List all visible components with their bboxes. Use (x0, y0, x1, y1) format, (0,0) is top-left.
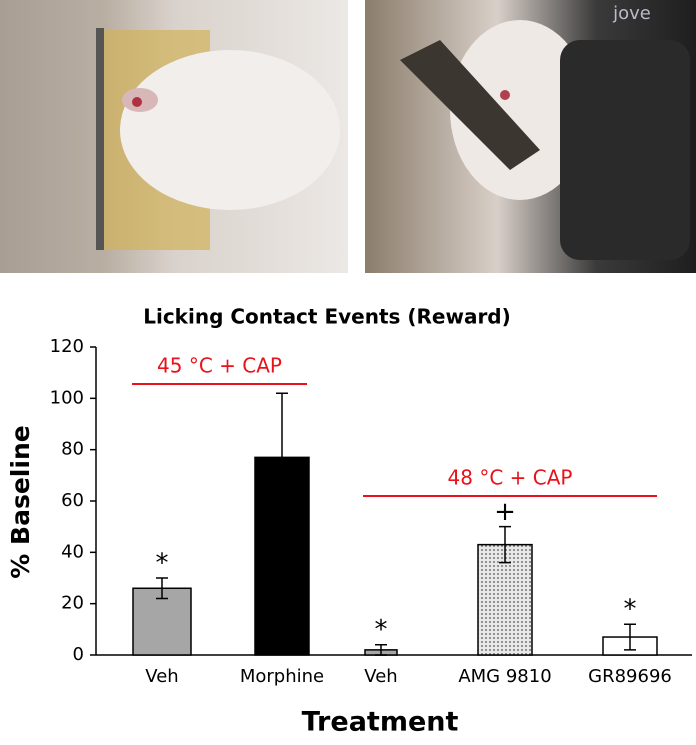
significance-marker: * (375, 615, 388, 645)
x-tick-label: Veh (364, 666, 397, 687)
error-bar (499, 525, 511, 564)
significance-marker: + (494, 497, 516, 527)
x-tick-label: GR89696 (588, 666, 672, 687)
photo-left (0, 0, 348, 273)
watermark: jove (612, 3, 651, 24)
x-tick-label: Morphine (240, 666, 324, 687)
significance-marker: * (624, 595, 637, 625)
y-tick-label: 60 (61, 490, 84, 511)
significance-marker: * (156, 549, 169, 579)
group-label: 48 °C + CAP (448, 466, 573, 490)
y-tick-label: 100 (50, 387, 84, 408)
error-bar (276, 392, 288, 523)
chart-title: Licking Contact Events (Reward) (143, 305, 511, 329)
x-tick-label: Veh (145, 666, 178, 687)
y-tick-label: 0 (73, 644, 84, 665)
group-label: 45 °C + CAP (157, 354, 282, 378)
y-axis-label: % Baseline (6, 425, 35, 578)
x-axis-label: Treatment (302, 707, 459, 738)
error-bar (375, 643, 387, 656)
error-bar (156, 577, 168, 600)
y-tick-label: 20 (61, 593, 84, 614)
y-tick-label: 40 (61, 541, 84, 562)
y-tick-label: 80 (61, 439, 84, 460)
x-tick-label: AMG 9810 (458, 666, 551, 687)
photo-right (365, 0, 696, 273)
y-tick-label: 120 (50, 336, 84, 357)
error-bar (624, 623, 636, 651)
